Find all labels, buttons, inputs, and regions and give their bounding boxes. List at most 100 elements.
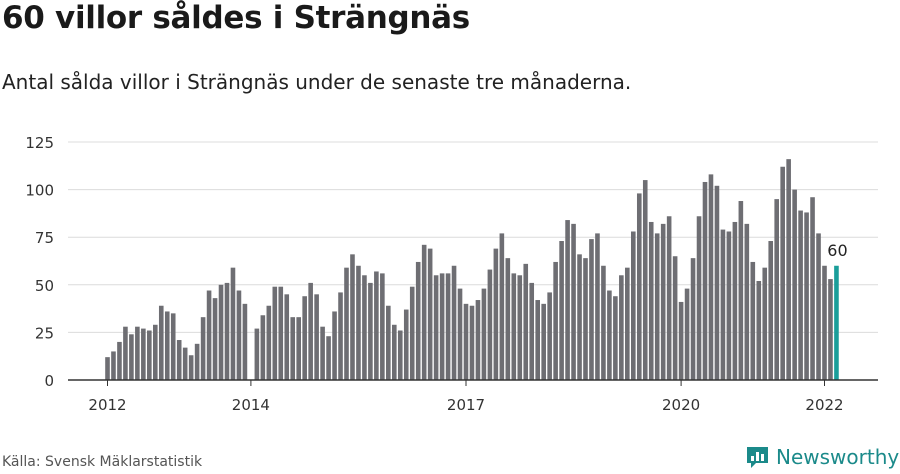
bar (792, 189, 797, 380)
bar (392, 324, 397, 380)
bar (547, 292, 552, 380)
bar (768, 241, 774, 380)
bar (164, 311, 170, 380)
bar (147, 330, 152, 380)
bar (529, 282, 535, 380)
bar (750, 261, 756, 380)
bar (290, 317, 296, 380)
bar (726, 231, 732, 380)
bar (123, 326, 128, 380)
bar (487, 269, 493, 380)
bar (678, 301, 684, 380)
bar (583, 258, 588, 380)
bar (153, 324, 158, 380)
bar (236, 290, 242, 380)
bar (170, 313, 176, 380)
bar (129, 334, 134, 380)
bar (117, 341, 122, 380)
bar (654, 233, 660, 380)
bar (762, 267, 768, 380)
bar (798, 210, 803, 380)
x-tick-label: 2017 (447, 396, 485, 414)
bar (690, 258, 696, 380)
bar (631, 231, 636, 380)
y-tick-label: 125 (25, 134, 54, 152)
bar (559, 241, 564, 380)
bar (356, 265, 361, 380)
bar (613, 296, 618, 380)
bar (200, 317, 206, 380)
bar (756, 280, 762, 380)
bar (786, 159, 791, 380)
bar (344, 267, 349, 380)
bar (338, 292, 343, 380)
bar (266, 305, 272, 380)
bar (816, 233, 821, 380)
bar (224, 282, 230, 380)
bar (296, 317, 301, 380)
bar (481, 288, 487, 380)
bar (475, 300, 481, 380)
bar (326, 336, 331, 380)
bar (636, 193, 642, 380)
bar (176, 340, 182, 380)
bar (386, 305, 391, 380)
bar (463, 303, 469, 380)
x-tick-label: 2022 (805, 396, 843, 414)
bar (708, 174, 714, 380)
bar (158, 305, 164, 380)
bar (469, 305, 475, 380)
bar (260, 315, 266, 380)
bar (188, 355, 194, 380)
bar (403, 309, 409, 380)
bar (535, 300, 540, 380)
bar (332, 311, 337, 380)
bar (254, 328, 260, 380)
bar (308, 282, 313, 380)
bar (397, 330, 403, 380)
y-tick-label: 0 (44, 372, 54, 390)
highlight-value-label: 60 (827, 241, 847, 260)
page-subtitle: Antal sålda villor i Strängnäs under de … (2, 70, 632, 94)
y-tick-label: 75 (35, 229, 54, 247)
bar (421, 244, 427, 380)
bar (810, 197, 815, 380)
bar (218, 284, 224, 380)
bar (577, 254, 582, 380)
bar (666, 216, 672, 380)
y-tick-label: 25 (35, 324, 54, 342)
bar (206, 290, 212, 380)
bar (105, 357, 110, 380)
bar (194, 343, 200, 380)
bar (732, 221, 738, 380)
bar (601, 265, 606, 380)
bar (499, 233, 505, 380)
bar (272, 286, 278, 380)
bar (720, 229, 726, 380)
bar (642, 180, 648, 380)
bar (505, 258, 511, 380)
bar (804, 212, 809, 380)
bar (242, 303, 248, 380)
bar (212, 298, 218, 380)
bar (427, 248, 433, 380)
bar (445, 273, 451, 380)
bar (362, 275, 367, 380)
bar (589, 239, 594, 380)
y-tick-label: 50 (35, 277, 54, 295)
x-tick-label: 2012 (88, 396, 126, 414)
bar (714, 185, 720, 380)
bar (320, 326, 325, 380)
bar (774, 199, 779, 380)
y-tick-label: 100 (25, 182, 54, 200)
bar (182, 347, 188, 380)
bar (409, 286, 415, 380)
bar-chart: 0 25 50 75 100 125 60 2012 2014 2017 2020 2022 (25, 134, 878, 414)
bar (625, 267, 630, 380)
bar (350, 254, 355, 380)
bar (780, 166, 785, 380)
bar (523, 263, 529, 380)
bar (738, 201, 744, 380)
bar (619, 275, 624, 380)
x-tick-label: 2014 (232, 396, 270, 414)
